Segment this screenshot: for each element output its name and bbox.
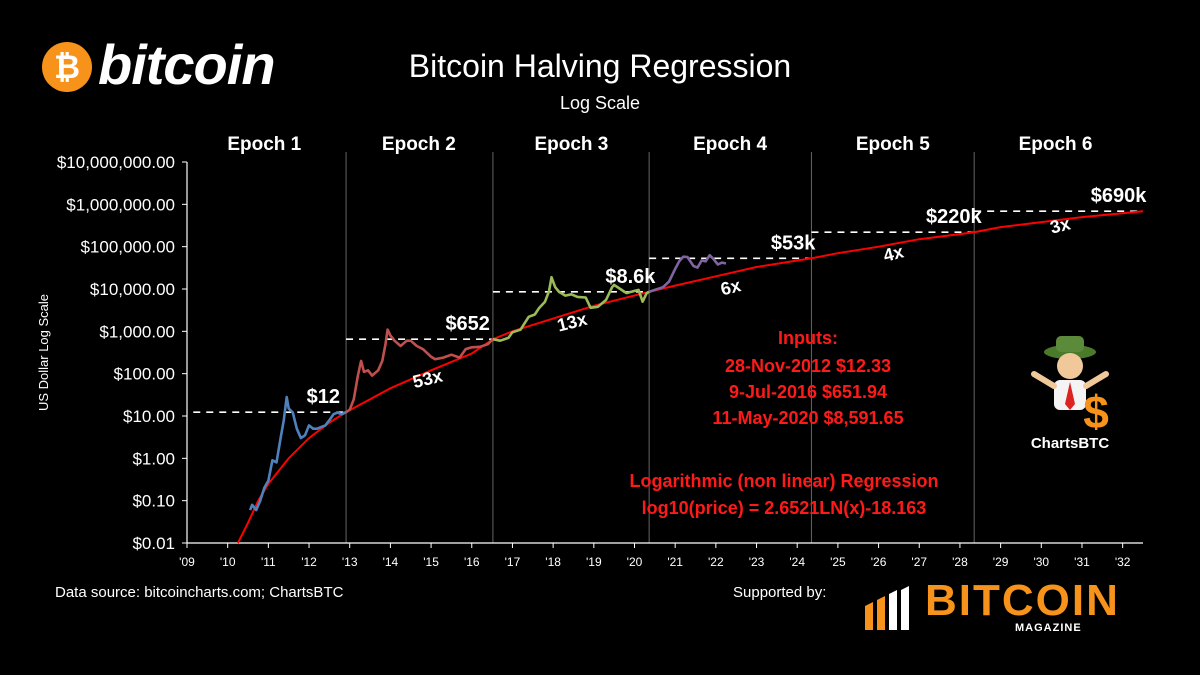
x-tick-label: '16 — [464, 555, 480, 569]
price-series-epoch-1 — [248, 395, 347, 512]
x-tick-label: '31 — [1074, 555, 1090, 569]
y-tick-label: $100.00 — [114, 365, 175, 384]
bitcoin-logo-word: bitcoin — [98, 33, 276, 96]
x-tick-label: '20 — [627, 555, 643, 569]
epoch-label: Epoch 1 — [227, 134, 301, 155]
halving-price-label: $12 — [307, 386, 340, 408]
x-tick-label: '11 — [261, 555, 276, 569]
x-tick-label: '24 — [789, 555, 805, 569]
price-series-epoch-3 — [492, 275, 650, 343]
x-tick-label: '19 — [586, 555, 602, 569]
y-tick-label: $100,000.00 — [80, 238, 175, 257]
y-tick-label: $1,000.00 — [99, 322, 175, 341]
y-axis-label: US Dollar Log Scale — [36, 294, 51, 411]
y-tick-label: $0.10 — [132, 492, 175, 511]
chart-title: Bitcoin Halving Regression — [408, 48, 792, 84]
x-tick-label: '26 — [871, 555, 887, 569]
regression-name: Logarithmic (non linear) Regression — [629, 471, 938, 491]
inputs-line: 9-Jul-2016 $651.94 — [729, 382, 887, 402]
chartsbtc-label: ChartsBTC — [1030, 435, 1110, 452]
multiplier-label: 3x — [1048, 213, 1072, 237]
chartsbtc-mascot: $ ChartsBTC — [1010, 330, 1130, 452]
y-tick-label: $10,000.00 — [90, 280, 175, 299]
chart-subtitle: Log Scale — [559, 93, 641, 113]
magazine-bars-icon — [865, 586, 909, 630]
multiplier-label: 4x — [881, 241, 905, 265]
epoch-label: Epoch 2 — [382, 134, 456, 155]
x-tick-label: '25 — [830, 555, 846, 569]
x-tick-label: '18 — [545, 555, 561, 569]
x-tick-label: '27 — [911, 555, 927, 569]
inputs-heading: Inputs: — [778, 328, 838, 348]
epoch-label: Epoch 4 — [693, 134, 767, 155]
bitcoin-coin-icon: ₿ — [42, 42, 92, 92]
x-tick-label: '32 — [1115, 555, 1131, 569]
x-tick-label: '28 — [952, 555, 968, 569]
mascot-figure-icon: $ — [1031, 336, 1109, 438]
data-source-note: Data source: bitcoincharts.com; ChartsBT… — [55, 584, 344, 601]
magazine-sub: MAGAZINE — [1015, 622, 1082, 634]
halving-price-label: $8.6k — [605, 266, 656, 288]
inputs-line: 28-Nov-2012 $12.33 — [725, 356, 891, 376]
magazine-word: BITCOIN — [925, 576, 1120, 625]
mascot-hat — [1044, 336, 1096, 359]
multiplier-label: 6x — [719, 275, 743, 299]
price-series-epoch-2 — [345, 328, 494, 414]
y-tick-label: $1.00 — [132, 449, 175, 468]
x-tick-label: '10 — [220, 555, 236, 569]
y-tick-label: $10.00 — [123, 407, 175, 426]
supported-by-label: Supported by: — [733, 584, 827, 601]
price-series-epoch-4 — [648, 253, 727, 294]
regression-curve — [237, 210, 1144, 544]
epoch-label: Epoch 3 — [534, 134, 608, 155]
x-tick-label: '30 — [1033, 555, 1049, 569]
x-tick-label: '13 — [342, 555, 358, 569]
x-tick-label: '21 — [667, 555, 683, 569]
regression-formula: log10(price) = 2.6521LN(x)-18.163 — [642, 498, 927, 518]
epoch-label: Epoch 6 — [1019, 134, 1093, 155]
halving-price-label: $690k — [1091, 185, 1147, 207]
x-tick-label: '12 — [301, 555, 317, 569]
y-tick-label: $10,000,000.00 — [57, 153, 175, 172]
y-tick-label: $1,000,000.00 — [66, 195, 175, 214]
bitcoin-logo: ₿ bitcoin — [42, 33, 282, 96]
bitcoin-magazine-logo: BITCOIN MAGAZINE — [865, 576, 1155, 650]
x-tick-label: '23 — [749, 555, 765, 569]
x-tick-label: '17 — [505, 555, 521, 569]
x-tick-label: '29 — [993, 555, 1009, 569]
x-tick-label: '22 — [708, 555, 724, 569]
epoch-label: Epoch 5 — [856, 134, 930, 155]
halving-price-label: $652 — [445, 313, 490, 335]
y-tick-label: $0.01 — [132, 534, 175, 553]
x-tick-label: '09 — [179, 555, 195, 569]
svg-text:$: $ — [1083, 386, 1109, 430]
halving-price-label: $220k — [926, 206, 982, 228]
x-tick-label: '15 — [423, 555, 439, 569]
inputs-line: 11-May-2020 $8,591.65 — [712, 408, 903, 428]
x-tick-label: '14 — [383, 555, 399, 569]
halving-price-label: $53k — [771, 232, 816, 254]
